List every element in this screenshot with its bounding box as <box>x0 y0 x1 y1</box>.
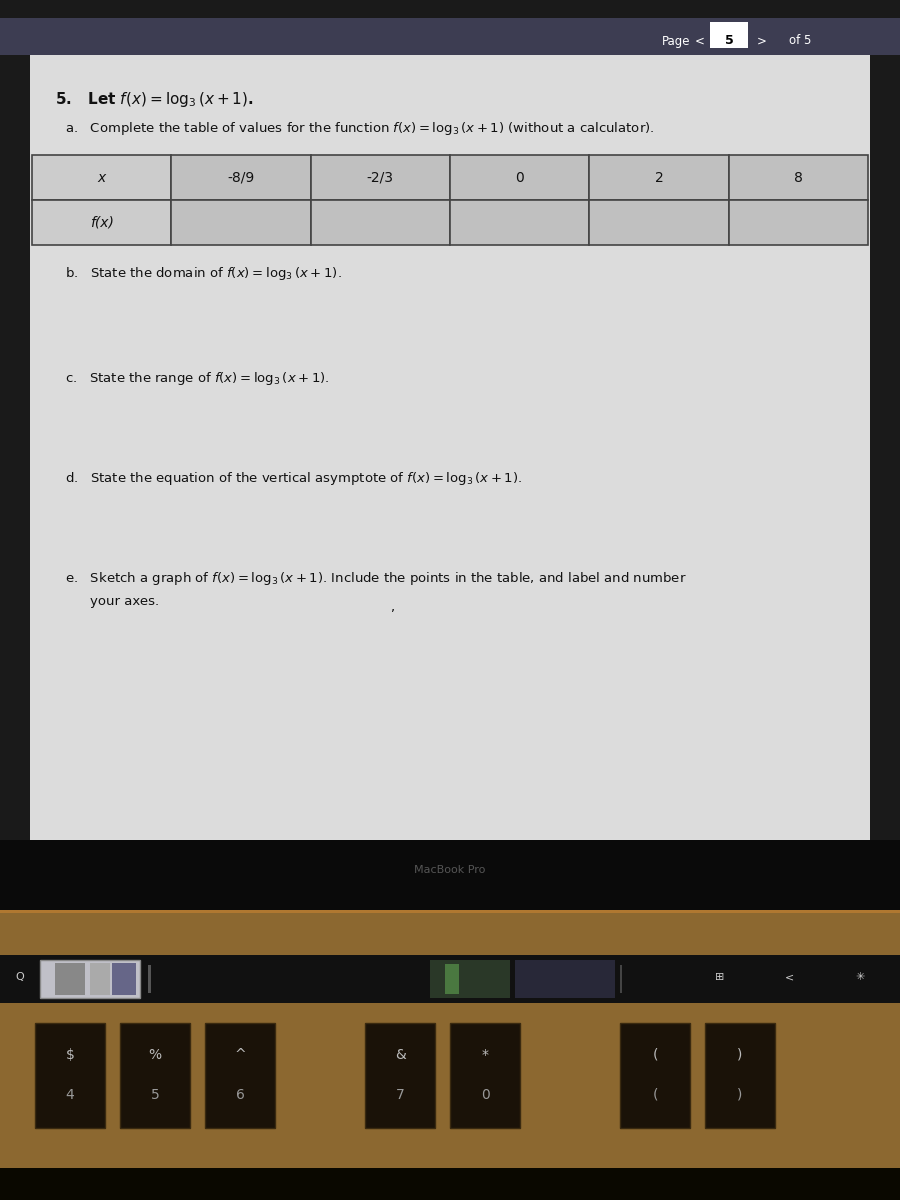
Bar <box>35 1022 105 1128</box>
Text: (: ( <box>652 1048 658 1062</box>
Bar <box>0 955 900 1003</box>
Text: your axes.: your axes. <box>90 595 159 608</box>
Text: >: > <box>757 35 767 48</box>
Text: 4: 4 <box>66 1088 75 1102</box>
Text: 8: 8 <box>794 170 803 185</box>
Bar <box>32 200 171 245</box>
Bar <box>450 1022 520 1128</box>
Text: c.   State the range of $f(x)=\log_3(x+1)$.: c. State the range of $f(x)=\log_3(x+1)$… <box>65 370 329 386</box>
Text: -8/9: -8/9 <box>228 170 255 185</box>
Bar <box>729 155 868 200</box>
Text: 5.   Let $f(x)=\log_3(x+1)$.: 5. Let $f(x)=\log_3(x+1)$. <box>55 90 254 109</box>
Text: of 5: of 5 <box>788 35 811 48</box>
Text: ): ) <box>737 1088 742 1102</box>
Text: <: < <box>786 972 795 982</box>
Bar <box>310 155 450 200</box>
Bar <box>590 200 729 245</box>
Text: b.   State the domain of $f(x)=\log_3(x+1)$.: b. State the domain of $f(x)=\log_3(x+1)… <box>65 265 342 282</box>
Bar <box>710 22 748 48</box>
Bar <box>205 1022 275 1128</box>
Bar <box>40 960 140 998</box>
Text: ): ) <box>737 1048 742 1062</box>
Bar <box>55 962 85 995</box>
Bar <box>430 960 510 998</box>
Text: $: $ <box>66 1048 75 1062</box>
Bar <box>0 840 900 910</box>
Text: ^: ^ <box>234 1048 246 1062</box>
Bar <box>120 1022 190 1128</box>
Text: ✳: ✳ <box>855 972 865 982</box>
Text: 5: 5 <box>150 1088 159 1102</box>
Bar <box>30 55 870 840</box>
Bar <box>171 155 310 200</box>
Bar <box>620 965 622 994</box>
Bar <box>515 960 615 998</box>
Text: Q: Q <box>15 972 24 982</box>
Bar <box>590 155 729 200</box>
Bar <box>0 910 900 913</box>
Text: (: ( <box>652 1088 658 1102</box>
Text: <: < <box>695 35 705 48</box>
Bar <box>445 964 459 994</box>
Text: 0: 0 <box>481 1088 490 1102</box>
Bar <box>0 0 900 18</box>
Text: f(x): f(x) <box>90 216 113 229</box>
Text: 6: 6 <box>236 1088 245 1102</box>
Text: &: & <box>394 1048 405 1062</box>
Bar <box>32 155 171 200</box>
Bar <box>112 962 136 995</box>
Text: Page: Page <box>662 35 690 48</box>
Text: a.   Complete the table of values for the function $f(x)=\log_3(x+1)$ (without a: a. Complete the table of values for the … <box>65 120 654 137</box>
Bar <box>310 200 450 245</box>
Text: -2/3: -2/3 <box>367 170 394 185</box>
Bar <box>90 962 110 995</box>
Bar <box>148 965 151 994</box>
Bar <box>0 910 900 955</box>
Text: d.   State the equation of the vertical asymptote of $f(x)=\log_3(x+1)$.: d. State the equation of the vertical as… <box>65 470 522 487</box>
Bar <box>705 1022 775 1128</box>
Text: ,: , <box>390 601 394 614</box>
Bar <box>450 155 590 200</box>
Bar <box>0 18 900 55</box>
Bar <box>729 200 868 245</box>
Bar <box>171 200 310 245</box>
Text: 2: 2 <box>654 170 663 185</box>
Bar <box>450 200 590 245</box>
Text: MacBook Pro: MacBook Pro <box>414 865 486 875</box>
Text: %: % <box>148 1048 162 1062</box>
Text: 7: 7 <box>396 1088 404 1102</box>
Text: x: x <box>97 170 106 185</box>
Bar <box>0 1168 900 1200</box>
Text: 5: 5 <box>724 35 733 48</box>
Text: e.   Sketch a graph of $f(x)=\log_3(x+1)$. Include the points in the table, and : e. Sketch a graph of $f(x)=\log_3(x+1)$.… <box>65 570 687 587</box>
Text: *: * <box>482 1048 489 1062</box>
Text: 0: 0 <box>516 170 524 185</box>
Text: ⊞: ⊞ <box>716 972 724 982</box>
Bar <box>620 1022 690 1128</box>
Bar <box>365 1022 435 1128</box>
Bar <box>0 1003 900 1168</box>
